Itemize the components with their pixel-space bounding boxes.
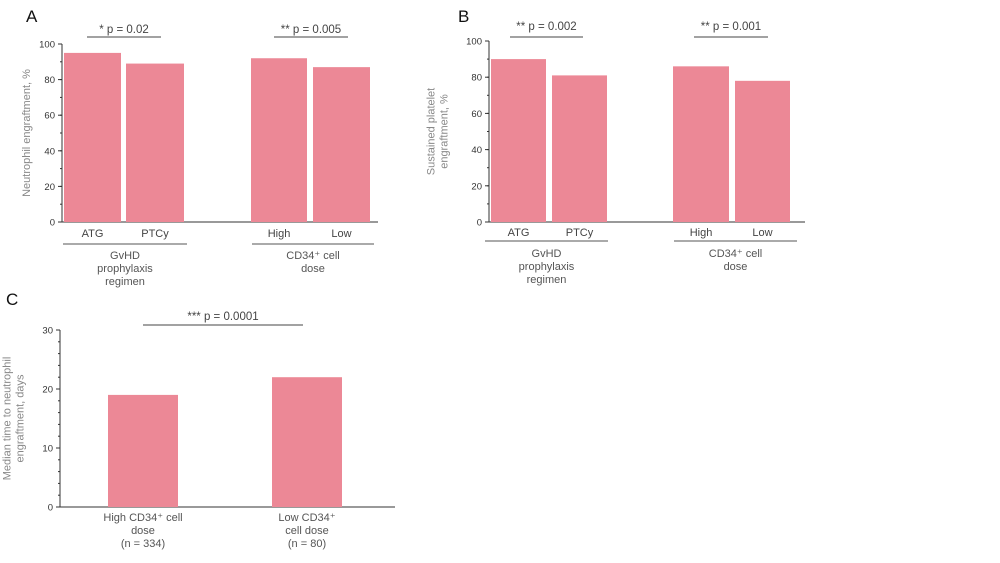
- significance-label: *** p = 0.0001: [187, 311, 258, 323]
- y-axis-title-line: Median time to neutrophil: [2, 357, 14, 481]
- group-label-line: CD34⁺ cell: [286, 250, 340, 262]
- panel-letter: B: [458, 7, 469, 26]
- bar-1: [491, 59, 546, 222]
- y-tick-label: 10: [42, 444, 53, 455]
- y-tick-label: 0: [50, 218, 55, 229]
- panel-a: A 0 20 40 60 80 100 Neutrophil engraftment, % AT…: [21, 7, 378, 288]
- y-tick-label: 20: [471, 181, 482, 192]
- group-label-line: dose: [301, 263, 325, 275]
- x-category-label: High: [268, 228, 291, 240]
- y-axis-title-line: engraftment, %: [439, 94, 451, 169]
- y-axis-title-line: Neutrophil engraftment, %: [21, 69, 33, 197]
- bar-2: [552, 75, 607, 222]
- x-category-label: High CD34⁺ cell dose (n = 334): [103, 512, 182, 550]
- group-label-line: prophylaxis: [97, 263, 153, 275]
- x-category-label-line: cell dose: [285, 525, 328, 537]
- x-category-label: High: [690, 227, 713, 239]
- x-category-label-line: High CD34⁺ cell: [103, 512, 182, 524]
- x-category-label: ATG: [508, 227, 530, 239]
- bar-4: [735, 80, 790, 222]
- significance-label: ** p = 0.001: [701, 21, 761, 33]
- y-axis-title: Sustained plateletengraftment, %: [426, 88, 451, 175]
- x-category-label: Low: [331, 228, 351, 240]
- group-label-line: regimen: [105, 276, 145, 288]
- group-label: CD34⁺ cell dose: [286, 250, 340, 275]
- x-category-label-line: (n = 334): [121, 538, 165, 550]
- group-label: CD34⁺ cell dose: [709, 248, 763, 273]
- y-tick-label: 0: [477, 218, 482, 229]
- y-tick-label: 60: [44, 111, 55, 122]
- panel-letter: A: [26, 7, 38, 26]
- y-tick-label: 0: [48, 503, 53, 514]
- x-category-label-line: (n = 80): [288, 538, 326, 550]
- y-axis-title: Neutrophil engraftment, %: [21, 69, 33, 197]
- x-category-label: PTCy: [566, 227, 594, 239]
- y-tick-label: 100: [466, 37, 482, 48]
- y-tick-label: 20: [44, 182, 55, 193]
- y-axis-title: Median time to neutrophilengraftment, da…: [2, 357, 27, 481]
- group-label-line: GvHD: [110, 250, 140, 262]
- y-tick-label: 20: [42, 385, 53, 396]
- bar-1: [108, 394, 178, 507]
- group-label: GvHD prophylaxis regimen: [97, 250, 153, 288]
- x-category-label: Low CD34⁺ cell dose (n = 80): [278, 512, 335, 550]
- significance-label: ** p = 0.005: [281, 24, 341, 36]
- bar-4: [313, 67, 370, 222]
- y-tick-label: 100: [39, 40, 55, 51]
- x-category-label-line: Low CD34⁺: [278, 512, 335, 524]
- group-label: GvHD prophylaxis regimen: [519, 248, 575, 286]
- y-tick-label: 30: [42, 326, 53, 337]
- significance-label: * p = 0.02: [99, 24, 149, 36]
- group-label-line: CD34⁺ cell: [709, 248, 763, 260]
- x-category-label: Low: [752, 227, 772, 239]
- x-category-label: PTCy: [141, 228, 169, 240]
- group-label-line: prophylaxis: [519, 261, 575, 273]
- panel-letter: C: [6, 290, 18, 309]
- bar-3: [673, 66, 729, 222]
- significance-label: ** p = 0.002: [516, 21, 576, 33]
- panel-c: C 0 10 20 30 Median time to neutrophilengraft…: [2, 290, 395, 550]
- y-tick-label: 80: [471, 73, 482, 84]
- x-category-label-line: dose: [131, 525, 155, 537]
- x-category-label: ATG: [82, 228, 104, 240]
- y-tick-label: 40: [471, 145, 482, 156]
- bar-2: [272, 377, 342, 507]
- y-tick-label: 80: [44, 75, 55, 86]
- y-axis-title-line: engraftment, days: [15, 374, 27, 463]
- bar-1: [64, 52, 121, 223]
- y-axis-title-line: Sustained platelet: [426, 88, 438, 175]
- y-tick-label: 40: [44, 146, 55, 157]
- panel-b: B 0 20 40 60 80 100 Sustained plateletengraftme…: [426, 7, 805, 286]
- bar-3: [251, 58, 307, 222]
- y-tick-label: 60: [471, 109, 482, 120]
- group-label-line: GvHD: [532, 248, 562, 260]
- bar-2: [126, 63, 184, 222]
- group-label-line: dose: [724, 261, 748, 273]
- group-label-line: regimen: [527, 274, 567, 286]
